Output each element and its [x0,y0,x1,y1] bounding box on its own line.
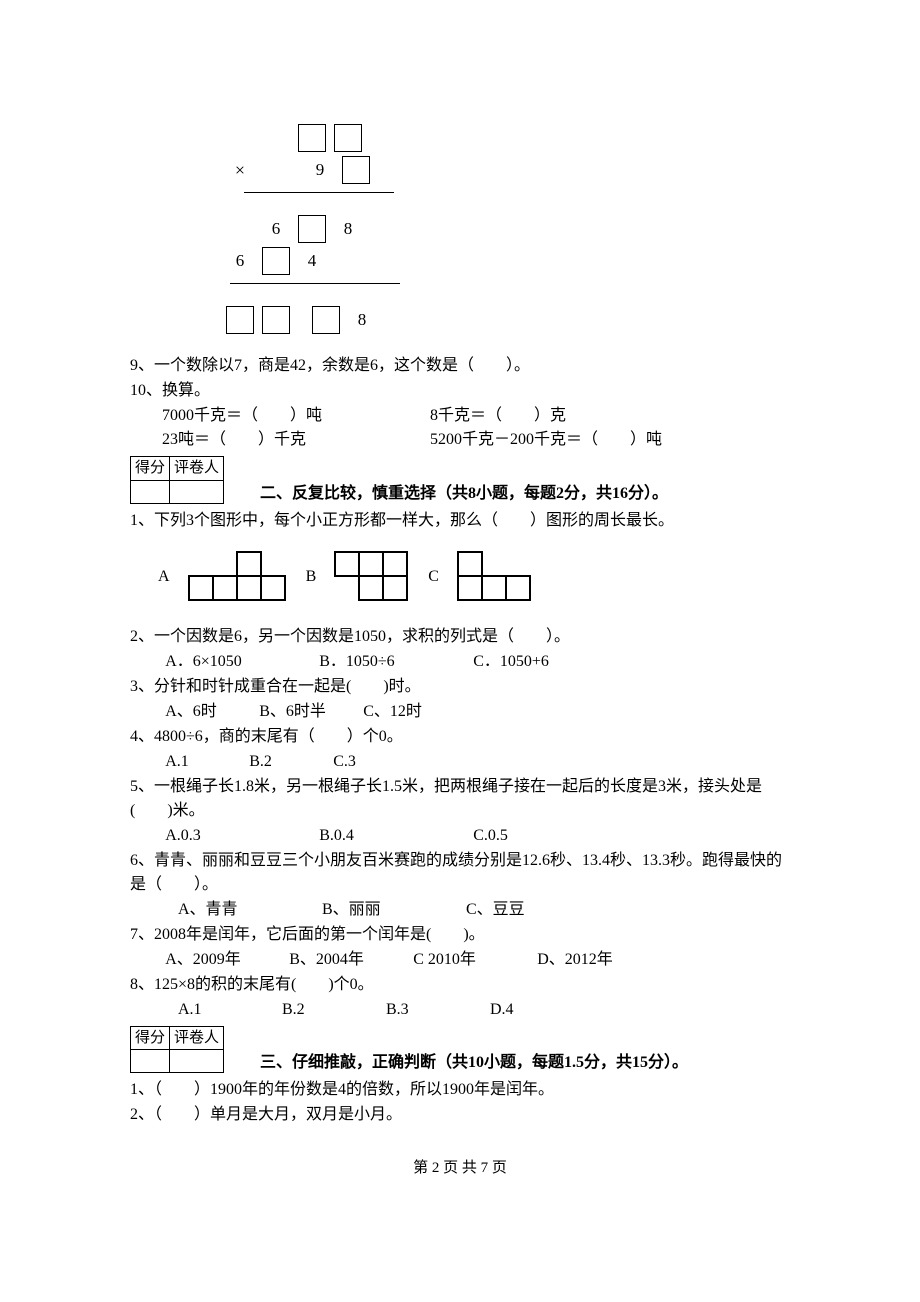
grader-col: 评卷人 [170,457,224,481]
s2-q5-c: C.0.5 [473,824,508,848]
conv-7000kg: 7000千克＝（ ）吨 [130,404,430,428]
s3-q1: 1、（ ）1900年的年份数是4的倍数，所以1900年是闰年。 [130,1078,790,1102]
digit-8: 8 [348,307,376,333]
shape-b [334,551,410,603]
conv-23t: 23吨＝（ ）千克 [130,428,430,452]
grader-col: 评卷人 [170,1026,224,1050]
label-b: B [306,565,317,589]
s2-q3-b: B、6时半 [259,700,359,724]
s2-q2-a: A．6×1050 [165,650,315,674]
multiplication-problem: × 9 6 8 6 4 8 [190,124,790,334]
s2-q7-d: D、2012年 [537,948,613,972]
s3-q2: 2、（ ）单月是大月，双月是小月。 [130,1103,790,1127]
conv-8kg: 8千克＝（ ）克 [430,404,566,428]
rule-line [230,283,400,284]
digit-9: 9 [306,157,334,183]
score-cell[interactable] [131,480,170,503]
page-footer: 第 2 页 共 7 页 [130,1157,790,1180]
score-table-2: 得分 评卷人 [130,1026,224,1074]
rule-line [244,192,394,193]
section-3-title: 三、仔细推敲，正确判断（共10小题，每题1.5分，共15分）。 [260,1051,790,1077]
digit-box[interactable] [226,306,254,334]
s2-q6-a: A、青青 [178,898,318,922]
digit-box[interactable] [334,124,362,152]
digit-box[interactable] [262,247,290,275]
s2-q6: 6、青青、丽丽和豆豆三个小朋友百米赛跑的成绩分别是12.6秒、13.4秒、13.… [130,849,790,897]
s2-q7-c: C 2010年 [413,948,533,972]
label-c: C [428,565,439,589]
digit-8: 8 [334,216,362,242]
section-2-title: 二、反复比较，慎重选择（共8小题，每题2分，共16分）。 [260,482,790,508]
digit-box[interactable] [298,124,326,152]
s2-q7-a: A、2009年 [165,948,285,972]
score-col: 得分 [131,457,170,481]
s2-q3-c: C、12时 [363,700,422,724]
digit-box[interactable] [262,306,290,334]
s2-q2-c: C．1050+6 [473,650,549,674]
s2-q7-b: B、2004年 [289,948,409,972]
s2-q8-b: B.2 [282,998,382,1022]
question-9: 9、一个数除以7，商是42，余数是6，这个数是（ ）。 [130,354,790,378]
digit-4: 4 [298,248,326,274]
digit-box[interactable] [312,306,340,334]
s2-q2: 2、一个因数是6，另一个因数是1050，求积的列式是（ ）。 [130,625,790,649]
digit-6: 6 [226,248,254,274]
shape-a [188,551,288,603]
s2-q4-a: A.1 [165,750,245,774]
s2-q4-b: B.2 [249,750,329,774]
s2-q5-b: B.0.4 [319,824,469,848]
multiply-sign: × [226,157,254,184]
s2-q5: 5、一根绳子长1.8米，另一根绳子长1.5米，把两根绳子接在一起后的长度是3米，… [130,775,790,823]
label-a: A [158,565,170,589]
grader-cell[interactable] [170,1050,224,1073]
s2-q4-c: C.3 [333,750,356,774]
s2-q1: 1、下列3个图形中，每个小正方形都一样大，那么（ ）图形的周长最长。 [130,509,790,533]
grader-cell[interactable] [170,480,224,503]
s2-q7: 7、2008年是闰年，它后面的第一个闰年是( )。 [130,923,790,947]
s2-q8-a: A.1 [178,998,278,1022]
digit-6: 6 [262,216,290,242]
s2-q8: 8、125×8的积的末尾有( )个0。 [130,973,790,997]
conv-5200kg: 5200千克－200千克＝（ ）吨 [430,428,662,452]
s2-q6-b: B、丽丽 [322,898,462,922]
s2-q8-d: D.4 [490,998,514,1022]
s2-q3-a: A、6时 [165,700,255,724]
score-table: 得分 评卷人 [130,456,224,504]
s2-q6-c: C、豆豆 [466,898,525,922]
s2-q8-c: B.3 [386,998,486,1022]
s2-q4: 4、4800÷6，商的末尾有（ ）个0。 [130,725,790,749]
score-cell[interactable] [131,1050,170,1073]
question-10-title: 10、换算。 [130,379,790,403]
shapes-row: A B C [158,551,790,603]
score-col: 得分 [131,1026,170,1050]
digit-box[interactable] [298,215,326,243]
digit-box[interactable] [342,156,370,184]
s2-q5-a: A.0.3 [165,824,315,848]
s2-q3: 3、分针和时针成重合在一起是( )时。 [130,675,790,699]
shape-c [457,551,533,603]
s2-q2-b: B．1050÷6 [319,650,469,674]
